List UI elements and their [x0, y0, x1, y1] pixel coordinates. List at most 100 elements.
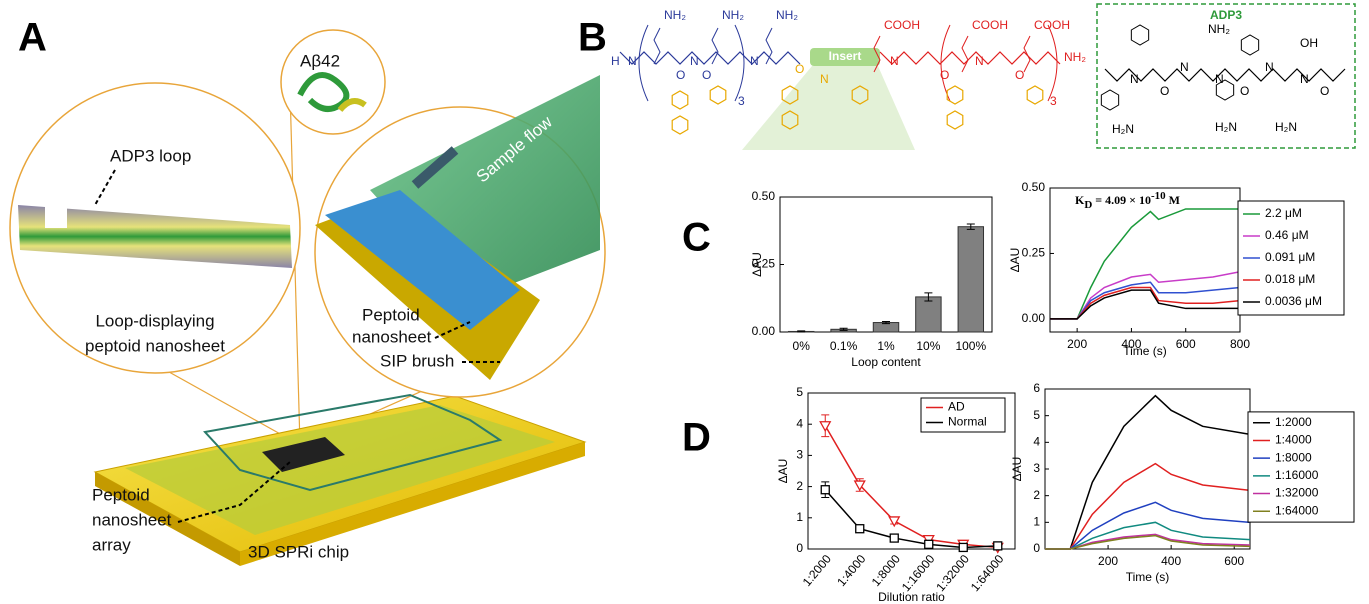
legend-label: 0.091 μM: [1265, 250, 1315, 264]
abeta-helix: [337, 98, 367, 112]
atom-label: O: [795, 62, 804, 76]
x-tick-label: 400: [1121, 337, 1141, 351]
x-tick-label: 600: [1224, 554, 1244, 568]
marker: [855, 524, 865, 534]
atom-label: NH₂: [1208, 22, 1230, 36]
y-tick-label: 3: [1033, 461, 1040, 475]
x-axis-label: Time (s): [1123, 344, 1167, 358]
y-tick-label: 2: [1033, 488, 1040, 502]
atom-label: COOH: [1034, 18, 1070, 32]
legend-label: 0.0036 μM: [1265, 294, 1322, 308]
legend-label: AD: [948, 400, 965, 414]
adp3-title: ADP3: [1210, 8, 1242, 22]
y-tick-label: 5: [796, 385, 803, 399]
title-part: M: [1166, 193, 1180, 207]
brush-label: SIP brush: [380, 351, 454, 370]
leader: [177, 461, 291, 523]
sheet-label: Peptoid: [362, 305, 420, 324]
bracket: [940, 24, 1058, 102]
flow-arrow: [411, 146, 459, 189]
y-tick-label: 4: [796, 416, 803, 430]
legend-box: [1247, 411, 1355, 523]
y-axis-label: ΔAU: [1008, 248, 1022, 273]
insert-box: [810, 48, 880, 66]
phenyl-ring: [709, 85, 727, 105]
x-tick-label: 800: [1230, 337, 1250, 351]
bar: [957, 226, 985, 333]
x-tick-label: 1:4000: [834, 552, 869, 589]
x-tick-label: 200: [1098, 554, 1118, 568]
atom-label: NH₂: [722, 8, 744, 22]
panel-a-art: Aβ42 ADP3 loop Loop-displaying peptoid n…: [9, 29, 606, 566]
x-tick-label: 0.1%: [830, 339, 858, 353]
error-bar: [882, 320, 890, 325]
atom-label: OH: [1300, 36, 1318, 50]
atom-label: H: [611, 54, 620, 68]
error-bar: [924, 292, 933, 302]
legend-label: 1:4000: [1275, 433, 1312, 447]
atom-label: NH₂: [776, 8, 798, 22]
phenyl-ring: [1026, 85, 1044, 105]
atom-label: O: [1240, 84, 1249, 98]
array-label: array: [92, 535, 131, 554]
x-tick-label: 10%: [916, 339, 940, 353]
x-tick-label: 1:2000: [800, 552, 835, 589]
side-chain: [711, 27, 719, 65]
phenyl-ring: [671, 90, 689, 110]
legend-label: 1:32000: [1275, 486, 1319, 500]
marker: [889, 533, 899, 543]
x-tick-label: 1:8000: [869, 552, 904, 589]
y-axis-label: ΔAU: [776, 459, 790, 484]
atom-label: 3: [1050, 94, 1057, 108]
atom-label: 3: [738, 94, 745, 108]
title-part: = 4.09 × 10: [1092, 193, 1151, 207]
atom-label: O: [702, 68, 711, 82]
title-part: D: [1084, 199, 1092, 211]
side-chain: [1023, 35, 1031, 73]
legend-label: 0.46 μM: [1265, 228, 1309, 242]
y-tick-label: 3: [796, 448, 803, 462]
phenyl-ring: [671, 115, 689, 135]
x-tick-label: 1:32000: [933, 552, 972, 594]
phenyl-ring: [851, 85, 869, 105]
phenyl-ring: [781, 110, 799, 130]
series-line: [1050, 286, 1241, 320]
y-tick-label: 4: [1033, 435, 1040, 449]
x-tick-label: 1:16000: [899, 552, 938, 594]
legend-label: 0.018 μM: [1265, 272, 1315, 286]
phenyl-ring: [781, 85, 799, 105]
chip-side: [240, 442, 585, 566]
series-line: [1050, 271, 1241, 320]
atom-label: N: [975, 54, 984, 68]
panel-label: C: [682, 216, 711, 260]
y-axis-label: ΔAU: [750, 252, 764, 277]
caption: peptoid nanosheet: [85, 336, 225, 355]
legend-box: [920, 397, 1006, 433]
peptoid-tiles: [325, 190, 520, 330]
marker: [820, 485, 830, 495]
atom-label: H₂N: [1275, 120, 1297, 134]
insert-label: Insert: [829, 49, 862, 63]
y-tick-label: 0.50: [1022, 180, 1046, 194]
plot-frame: [807, 392, 1016, 550]
atom-label: N: [1180, 60, 1189, 74]
y-tick-label: 0.00: [1022, 311, 1046, 325]
y-tick-label: 0.50: [752, 189, 776, 203]
y-tick-label: 5: [1033, 408, 1040, 422]
atom-label: H₂N: [1215, 120, 1237, 134]
legend-label: 1:8000: [1275, 450, 1312, 464]
x-axis-label: Loop content: [851, 355, 921, 369]
chip-label: 3D SPRi chip: [248, 542, 349, 561]
x-axis-label: Dilution ratio: [878, 590, 945, 604]
y-tick-label: 2: [796, 479, 803, 493]
atom-label: COOH: [884, 18, 920, 32]
y-tick-label: 0.00: [752, 324, 776, 338]
chart-title: KD = 4.09 × 10-10 M: [1075, 190, 1180, 211]
atom-label: O: [1015, 68, 1024, 82]
abeta-label: Aβ42: [300, 51, 340, 70]
side-chain: [961, 35, 969, 73]
y-tick-label: 1: [1033, 515, 1040, 529]
y-tick-label: 1: [796, 510, 803, 524]
ring: [1100, 89, 1120, 111]
x-tick-label: 100%: [955, 339, 986, 353]
